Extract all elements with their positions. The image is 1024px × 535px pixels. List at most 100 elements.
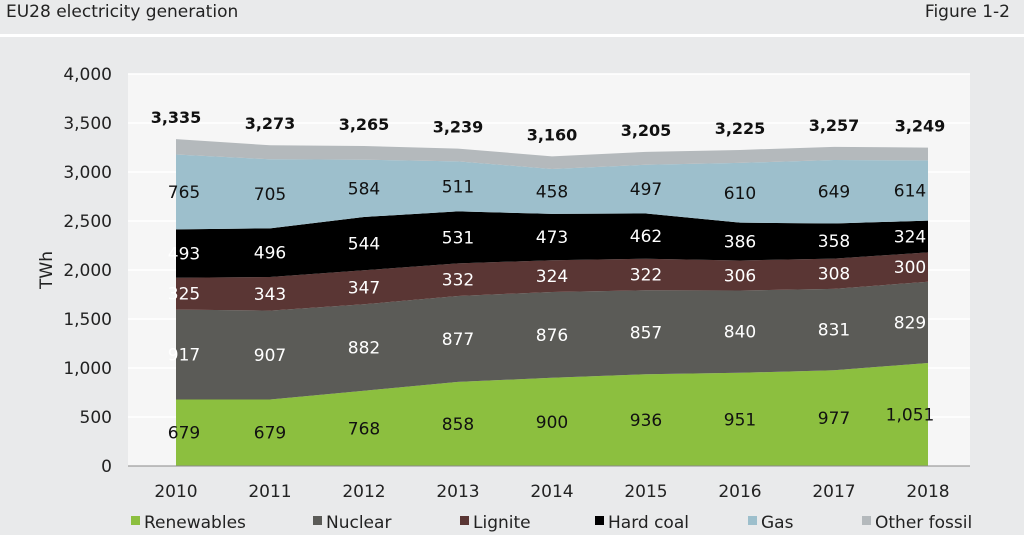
data-label-gas: 705	[254, 185, 286, 205]
data-label-lignite: 306	[724, 266, 756, 286]
total-label: 3,160	[527, 125, 578, 144]
data-label-renewables: 900	[536, 413, 568, 433]
data-label-renewables: 679	[254, 424, 286, 444]
legend-label: Other fossil	[875, 513, 972, 533]
data-label-hard-coal: 324	[894, 227, 926, 247]
data-label-renewables: 1,051	[886, 406, 935, 426]
total-label: 3,225	[715, 119, 766, 138]
data-label-lignite: 324	[536, 267, 568, 287]
x-tick-label: 2018	[906, 482, 949, 502]
legend-label: Nuclear	[326, 513, 391, 533]
data-label-hard-coal: 531	[442, 228, 474, 248]
y-tick-label: 2,500	[63, 212, 112, 232]
x-tick-label: 2016	[718, 482, 761, 502]
legend-swatch	[862, 516, 871, 525]
legend-swatch	[313, 516, 322, 525]
data-label-hard-coal: 473	[536, 228, 568, 248]
data-label-nuclear: 876	[536, 326, 568, 346]
data-label-nuclear: 877	[442, 330, 474, 350]
data-label-lignite: 322	[630, 266, 662, 286]
legend-swatch	[748, 516, 757, 525]
data-label-renewables: 977	[818, 409, 850, 429]
area-lignite	[176, 252, 928, 311]
data-label-hard-coal: 358	[818, 232, 850, 252]
data-label-renewables: 951	[724, 410, 756, 430]
data-label-lignite: 308	[818, 265, 850, 285]
total-label: 3,205	[621, 121, 672, 140]
y-tick-label: 4,000	[63, 65, 112, 85]
data-label-nuclear: 917	[168, 346, 200, 366]
data-label-hard-coal: 544	[348, 235, 380, 255]
x-tick-label: 2013	[436, 482, 479, 502]
data-label-gas: 497	[630, 180, 662, 200]
data-label-nuclear: 857	[630, 323, 662, 343]
data-label-hard-coal: 386	[724, 233, 756, 253]
legend-label: Hard coal	[608, 513, 689, 533]
legend-item-other-fossil: Other fossil	[862, 513, 972, 533]
y-tick-label: 2,000	[63, 261, 112, 281]
data-label-gas: 649	[818, 183, 850, 203]
legend-swatch	[460, 516, 469, 525]
page-title: EU28 electricity generation	[6, 2, 239, 22]
data-label-gas: 511	[442, 177, 474, 197]
legend-swatch	[595, 516, 604, 525]
data-label-gas: 584	[348, 179, 380, 199]
data-label-renewables: 936	[630, 411, 662, 431]
legend-item-gas: Gas	[748, 513, 794, 533]
x-tick-label: 2017	[812, 482, 855, 502]
legend-label: Renewables	[144, 513, 246, 533]
legend-label: Lignite	[473, 513, 531, 533]
area-hard-coal	[176, 211, 928, 278]
y-tick-label: 1,000	[63, 359, 112, 379]
area-gas	[176, 154, 928, 230]
data-label-hard-coal: 493	[168, 245, 200, 265]
x-tick-label: 2012	[342, 482, 385, 502]
total-label: 3,335	[151, 108, 202, 127]
data-label-gas: 614	[894, 182, 926, 202]
data-label-lignite: 332	[442, 271, 474, 291]
y-tick-label: 0	[101, 457, 112, 477]
y-tick-label: 3,000	[63, 163, 112, 183]
legend-swatch	[131, 516, 140, 525]
data-label-lignite: 325	[168, 285, 200, 305]
x-tick-label: 2011	[248, 482, 291, 502]
total-label: 3,257	[809, 116, 860, 135]
figure-number: Figure 1-2	[924, 2, 1010, 22]
data-label-renewables: 679	[168, 424, 200, 444]
legend-item-lignite: Lignite	[460, 513, 531, 533]
y-tick-label: 1,500	[63, 310, 112, 330]
data-label-nuclear: 840	[724, 323, 756, 343]
area-other-fossil	[176, 139, 928, 169]
area-nuclear	[176, 281, 928, 400]
data-label-renewables: 858	[442, 415, 474, 435]
legend-label: Gas	[761, 513, 794, 533]
y-tick-label: 3,500	[63, 114, 112, 134]
x-tick-label: 2015	[624, 482, 667, 502]
y-axis-label: TWh	[37, 251, 57, 290]
legend-item-nuclear: Nuclear	[313, 513, 391, 533]
x-tick-label: 2014	[530, 482, 573, 502]
data-label-nuclear: 829	[894, 313, 926, 333]
total-label: 3,239	[433, 118, 484, 137]
data-label-renewables: 768	[348, 419, 380, 439]
data-label-hard-coal: 496	[254, 244, 286, 264]
data-label-gas: 610	[724, 184, 756, 204]
total-label: 3,249	[895, 117, 946, 136]
data-label-nuclear: 831	[818, 321, 850, 341]
data-label-lignite: 347	[348, 278, 380, 298]
data-label-nuclear: 882	[348, 339, 380, 359]
data-label-lignite: 343	[254, 285, 286, 305]
data-label-lignite: 300	[894, 258, 926, 278]
legend-item-renewables: Renewables	[131, 513, 246, 533]
total-label: 3,273	[245, 114, 296, 133]
data-label-gas: 765	[168, 183, 200, 203]
header-divider	[0, 34, 1024, 37]
total-label: 3,265	[339, 115, 390, 134]
area-renewables	[176, 363, 928, 466]
y-tick-label: 500	[80, 408, 112, 428]
legend-item-hard-coal: Hard coal	[595, 513, 689, 533]
data-label-nuclear: 907	[254, 346, 286, 366]
data-label-gas: 458	[536, 182, 568, 202]
data-label-hard-coal: 462	[630, 227, 662, 247]
